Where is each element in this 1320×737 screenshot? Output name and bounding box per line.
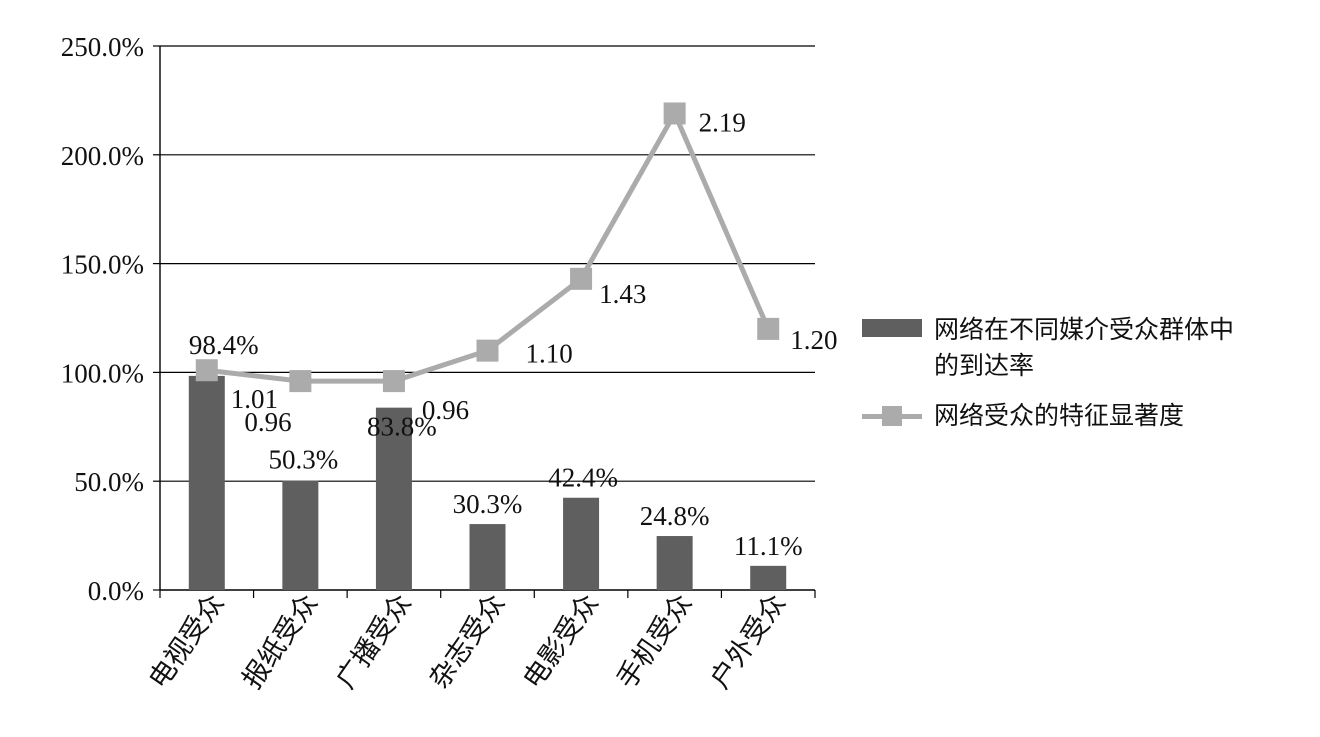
y-tick-label: 50.0%: [74, 467, 144, 497]
bar: [188, 375, 225, 590]
x-category-label: 广播受众: [330, 588, 417, 694]
x-category-label: 电影受众: [517, 588, 604, 694]
line-data-label: 0.96: [244, 407, 291, 437]
line-marker: [663, 102, 686, 125]
bar-data-label: 83.8%: [367, 412, 437, 442]
y-tick-label: 100.0%: [61, 358, 144, 388]
legend-item-line-series: 网络受众的特征显著度: [862, 398, 1302, 434]
bar-data-label: 50.3%: [268, 445, 338, 475]
bar-data-label: 98.4%: [189, 330, 259, 360]
bar: [375, 407, 412, 590]
x-category-label: 报纸受众: [237, 588, 324, 694]
line-data-label: 1.01: [231, 384, 278, 414]
bar: [469, 524, 506, 590]
x-category-label: 杂志受众: [424, 588, 511, 694]
bar: [656, 536, 693, 590]
line-data-label: 1.43: [599, 279, 646, 309]
legend-square-marker-icon: [882, 406, 902, 426]
line-marker: [289, 370, 312, 393]
line-data-label: 0.96: [422, 395, 469, 425]
y-tick-label: 200.0%: [61, 141, 144, 171]
y-tick-label: 0.0%: [88, 576, 144, 606]
bar: [563, 497, 600, 590]
line-data-label: 2.19: [699, 107, 746, 137]
legend-item-bar-series: 网络在不同媒介受众群体中 的到达率: [862, 312, 1302, 384]
x-category-label: 电视受众: [143, 588, 230, 694]
bar-data-label: 24.8%: [640, 501, 710, 531]
line-marker: [570, 267, 593, 290]
line-marker: [382, 370, 405, 393]
x-category-label: 手机受众: [611, 588, 698, 694]
line-marker: [195, 359, 218, 382]
bar-data-label: 11.1%: [734, 531, 803, 561]
legend-bar-label-line2: 的到达率: [934, 351, 1035, 380]
bar: [282, 480, 319, 590]
legend-bar-label-line1: 网络在不同媒介受众群体中: [934, 315, 1235, 344]
bar-data-label: 42.4%: [548, 463, 618, 493]
line-marker: [476, 339, 499, 362]
line-data-label: 1.10: [526, 339, 573, 369]
x-category-label: 户外受众: [705, 588, 792, 694]
legend: 网络在不同媒介受众群体中 的到达率 网络受众的特征显著度: [862, 312, 1302, 434]
bar: [750, 565, 787, 590]
line-marker: [757, 317, 780, 340]
y-tick-label: 150.0%: [61, 250, 144, 280]
y-tick-label: 250.0%: [61, 32, 144, 62]
legend-line-label: 网络受众的特征显著度: [934, 401, 1185, 430]
line-data-label: 1.20: [790, 325, 837, 355]
bar-data-label: 30.3%: [453, 489, 523, 519]
legend-bar-swatch: [862, 319, 922, 337]
